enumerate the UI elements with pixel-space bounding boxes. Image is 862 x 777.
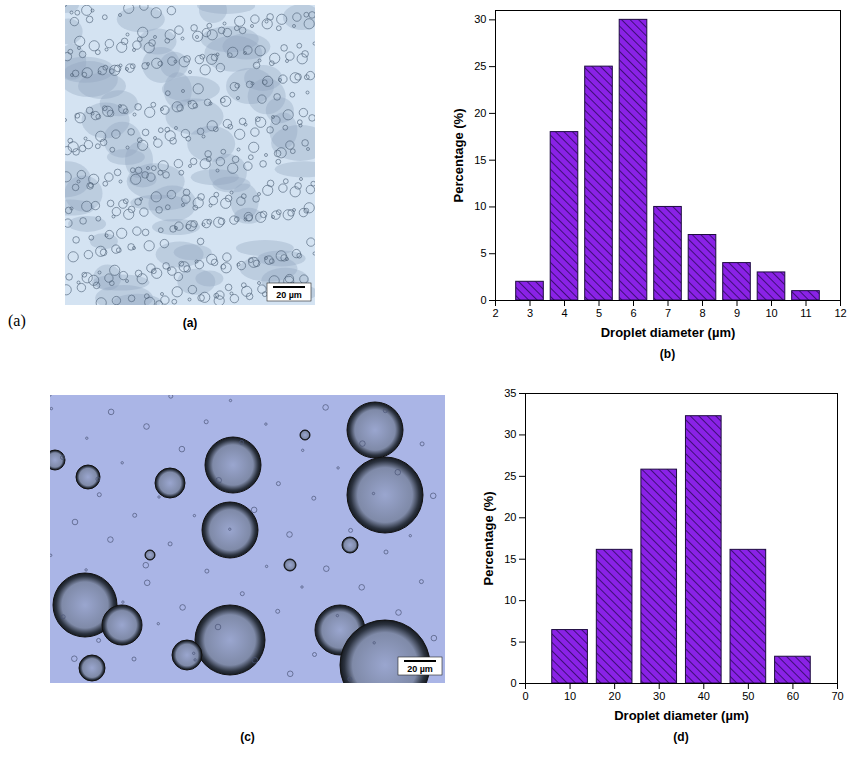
- svg-text:30: 30: [474, 13, 486, 25]
- svg-text:Droplet diameter (µm): Droplet diameter (µm): [614, 708, 749, 723]
- svg-text:0: 0: [510, 677, 516, 689]
- svg-text:20: 20: [474, 107, 486, 119]
- html-text:(c): (c): [240, 730, 255, 744]
- svg-text:3: 3: [527, 307, 533, 319]
- svg-text:70: 70: [831, 690, 843, 702]
- svg-text:60: 60: [787, 690, 799, 702]
- svg-text:Droplet diameter (µm): Droplet diameter (µm): [601, 325, 736, 340]
- svg-text:10: 10: [474, 200, 486, 212]
- svg-text:6: 6: [630, 307, 636, 319]
- svg-text:50: 50: [742, 690, 754, 702]
- svg-text:35: 35: [504, 387, 516, 399]
- svg-text:8: 8: [699, 307, 705, 319]
- svg-text:20 µm: 20 µm: [276, 290, 302, 300]
- svg-text:9: 9: [734, 307, 740, 319]
- svg-text:4: 4: [561, 307, 567, 319]
- svg-text:2: 2: [492, 307, 498, 319]
- svg-text:5: 5: [510, 636, 516, 648]
- svg-text:25: 25: [474, 60, 486, 72]
- svg-text:10: 10: [765, 307, 777, 319]
- svg-text:20 µm: 20 µm: [407, 664, 433, 674]
- svg-text:15: 15: [504, 553, 516, 565]
- svg-text:5: 5: [480, 247, 486, 259]
- svg-text:12: 12: [834, 307, 846, 319]
- html-text:(d): (d): [673, 730, 689, 744]
- svg-text:0: 0: [480, 294, 486, 306]
- html-text:(b): (b): [659, 347, 676, 361]
- svg-text:40: 40: [698, 690, 710, 702]
- html-text:(a): (a): [8, 312, 26, 329]
- svg-text:5: 5: [596, 307, 602, 319]
- svg-text:15: 15: [474, 154, 486, 166]
- svg-text:0: 0: [522, 690, 528, 702]
- svg-text:10: 10: [504, 594, 516, 606]
- svg-text:11: 11: [800, 307, 811, 319]
- svg-text:20: 20: [609, 690, 621, 702]
- svg-text:10: 10: [564, 690, 576, 702]
- svg-text:30: 30: [653, 690, 665, 702]
- svg-text:25: 25: [504, 470, 516, 482]
- html-text:(a): (a): [182, 316, 198, 330]
- svg-text:30: 30: [504, 428, 516, 440]
- svg-text:7: 7: [665, 307, 671, 319]
- svg-text:Percentage (%): Percentage (%): [481, 492, 496, 586]
- svg-text:20: 20: [504, 511, 516, 523]
- svg-text:Percentage (%): Percentage (%): [451, 109, 466, 203]
